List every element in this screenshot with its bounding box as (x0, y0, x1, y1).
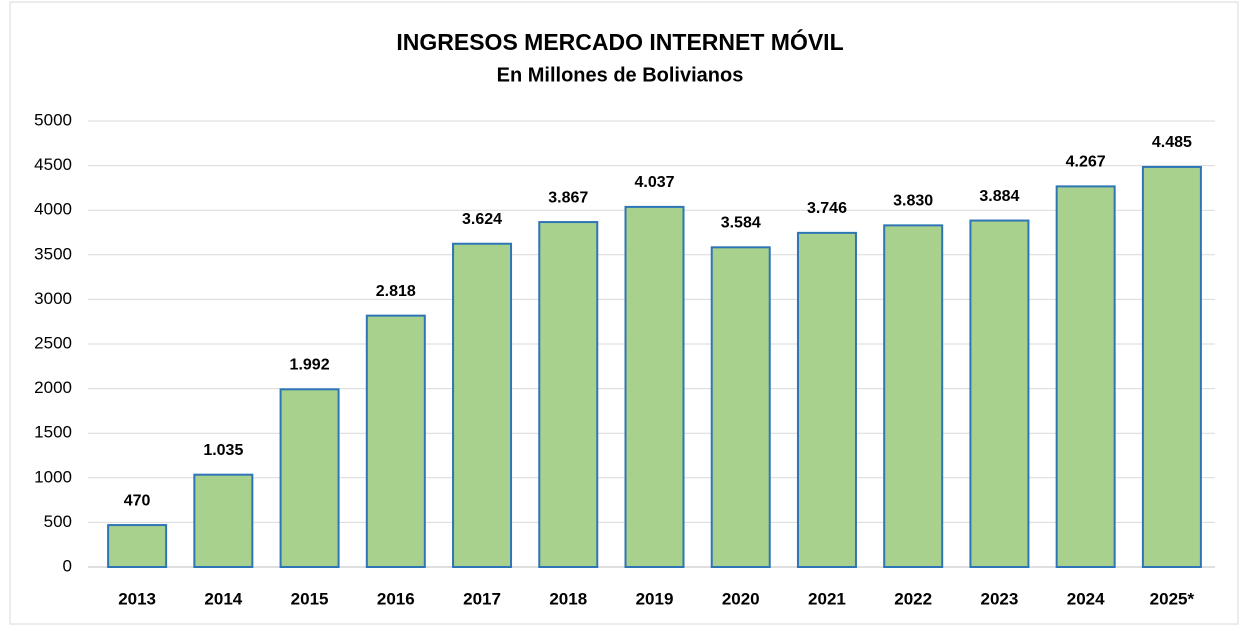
bar (710, 246, 771, 569)
value-label: 3.867 (548, 189, 588, 206)
value-label: 2.818 (376, 283, 416, 300)
y-tick-label: 4500 (34, 155, 72, 174)
y-tick-label: 3000 (34, 289, 72, 308)
bar (365, 314, 426, 568)
x-tick-label: 2014 (204, 589, 242, 608)
bar (538, 221, 599, 568)
value-label: 1.992 (290, 357, 330, 374)
bar (193, 473, 254, 569)
y-tick-label: 500 (44, 512, 72, 531)
value-label: 1.035 (203, 442, 243, 459)
y-tick-label: 5000 (34, 110, 72, 129)
value-label: 4.037 (634, 174, 674, 191)
y-tick-label: 2500 (34, 333, 72, 352)
value-label: 3.584 (721, 215, 761, 232)
chart-subtitle: En Millones de Bolivianos (497, 64, 744, 86)
bar (969, 219, 1030, 568)
x-tick-label: 2017 (463, 589, 501, 608)
y-tick-label: 2000 (34, 378, 72, 397)
bar (883, 224, 944, 568)
value-label: 3.746 (807, 200, 847, 217)
x-tick-label: 2021 (808, 589, 846, 608)
chart-title: INGRESOS MERCADO INTERNET MÓVIL (396, 28, 843, 55)
value-label: 3.830 (893, 193, 933, 210)
value-label: 4.267 (1066, 154, 1106, 171)
x-tick-label: 2020 (722, 589, 760, 608)
x-tick-label: 2022 (894, 589, 932, 608)
y-tick-label: 1000 (34, 467, 72, 486)
value-label: 3.884 (979, 188, 1019, 205)
bar (1141, 165, 1202, 569)
x-tick-label: 2023 (981, 589, 1019, 608)
y-tick-label: 4000 (34, 200, 72, 219)
x-tick-label: 2015 (291, 589, 329, 608)
y-tick-label: 3500 (34, 244, 72, 263)
bar (624, 205, 685, 568)
y-tick-label: 0 (63, 556, 72, 575)
x-tick-label: 2013 (118, 589, 156, 608)
x-tick-label: 2016 (377, 589, 415, 608)
value-label: 470 (124, 492, 151, 509)
y-tick-label: 1500 (34, 423, 72, 442)
bar (452, 242, 513, 568)
x-tick-label: 2019 (636, 589, 674, 608)
x-tick-label: 2025* (1150, 589, 1195, 608)
x-tick-label: 2024 (1067, 589, 1105, 608)
bar (796, 231, 857, 568)
bar (107, 524, 168, 568)
bar (279, 388, 340, 568)
value-label: 4.485 (1152, 134, 1192, 151)
value-label: 3.624 (462, 211, 502, 228)
x-tick-label: 2018 (549, 589, 587, 608)
bar (1055, 185, 1116, 568)
